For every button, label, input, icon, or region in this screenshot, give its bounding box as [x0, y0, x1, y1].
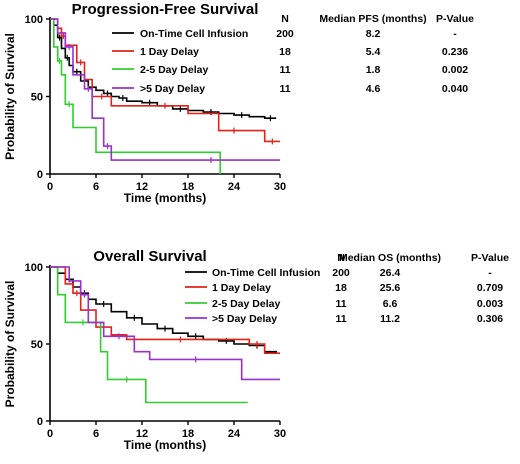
x-tick-label: 30	[274, 181, 286, 193]
y-tick-label: 50	[31, 92, 43, 104]
km-curve-series-4	[50, 18, 280, 161]
table-pvalue-series-2: 0.236	[442, 46, 468, 58]
y-axis-label: Probability of Survival	[3, 33, 17, 160]
legend-label-series-1: On-Time Cell Infusion	[140, 28, 248, 40]
table-header-n: N	[337, 252, 345, 264]
legend-label-series-3: 2-5 Day Delay	[140, 64, 208, 76]
chart-panel-2: Overall Survival 0 6 12 18 24 30 0 50 100 Time (mo…	[3, 248, 509, 452]
x-axis-label: Time (months)	[124, 438, 206, 452]
x-tick-label: 18	[182, 181, 194, 193]
x-tick-label: 6	[93, 181, 99, 193]
table-n-series-4: 11	[335, 313, 346, 325]
table-header-median: Median PFS (months)	[319, 13, 426, 25]
y-axis-label: Probability of Survival	[3, 281, 17, 408]
table-median-series-4: 4.6	[366, 83, 381, 95]
x-tick-label: 12	[136, 181, 148, 193]
table-n-series-4: 11	[279, 83, 290, 95]
table-n-series-2: 18	[279, 46, 291, 58]
x-tick-label: 12	[136, 428, 148, 440]
y-tick-label: 100	[25, 14, 43, 26]
table-median-series-3: 6.6	[383, 298, 398, 310]
x-axis-label: Time (months)	[124, 191, 206, 205]
table-pvalue-series-4: 0.040	[442, 83, 468, 95]
legend-label-series-1: On-Time Cell Infusion	[212, 267, 320, 279]
x-tick-label: 0	[47, 181, 53, 193]
table-pvalue-series-3: 0.003	[477, 298, 503, 310]
x-tick-label: 18	[182, 428, 194, 440]
x-tick-label: 24	[228, 181, 241, 193]
y-tick-label: 0	[37, 416, 43, 428]
table-pvalue-series-3: 0.002	[442, 64, 468, 76]
table-pvalue-series-1: -	[453, 28, 457, 40]
legend-label-series-2: 1 Day Delay	[140, 46, 199, 58]
x-tick-label: 6	[93, 428, 99, 440]
legend-label-series-2: 1 Day Delay	[212, 282, 271, 294]
x-tick-label: 24	[228, 428, 241, 440]
y-tick-label: 50	[31, 339, 43, 351]
table-median-series-2: 25.6	[380, 282, 401, 294]
table-median-series-1: 26.4	[380, 267, 401, 279]
km-curve-series-2	[50, 266, 280, 354]
km-curve-series-3	[50, 266, 248, 404]
table-header-median: Median OS (months)	[339, 252, 441, 264]
x-tick-label: 30	[274, 428, 286, 440]
table-pvalue-series-2: 0.709	[477, 282, 503, 294]
table-header-pvalue: P-Value	[436, 13, 474, 25]
table-pvalue-series-1: -	[488, 267, 492, 279]
km-curve-series-3	[50, 18, 221, 174]
table-n-series-1: 200	[276, 28, 294, 40]
table-median-series-4: 11.2	[380, 313, 400, 325]
chart-title: Overall Survival	[93, 248, 206, 265]
chart-panel-1: Progression-Free Survival 0 6 12 18 24 30 0 50 10…	[3, 1, 474, 205]
table-median-series-3: 1.8	[366, 64, 381, 76]
table-n-series-2: 18	[335, 282, 347, 294]
table-header-pvalue: P-Value	[471, 252, 509, 264]
legend-label-series-4: >5 Day Delay	[212, 313, 277, 325]
table-header-n: N	[281, 13, 289, 25]
chart-title: Progression-Free Survival	[72, 1, 259, 18]
table-median-series-2: 5.4	[366, 46, 381, 58]
table-n-series-3: 11	[279, 64, 290, 76]
y-tick-label: 0	[37, 169, 43, 181]
table-n-series-1: 200	[332, 267, 350, 279]
legend-label-series-3: 2-5 Day Delay	[212, 298, 280, 310]
table-median-series-1: 8.2	[366, 28, 381, 40]
table-pvalue-series-4: 0.306	[477, 313, 503, 325]
y-tick-label: 100	[25, 262, 43, 274]
table-n-series-3: 11	[335, 298, 346, 310]
legend-label-series-4: >5 Day Delay	[140, 83, 205, 95]
x-tick-label: 0	[47, 428, 53, 440]
